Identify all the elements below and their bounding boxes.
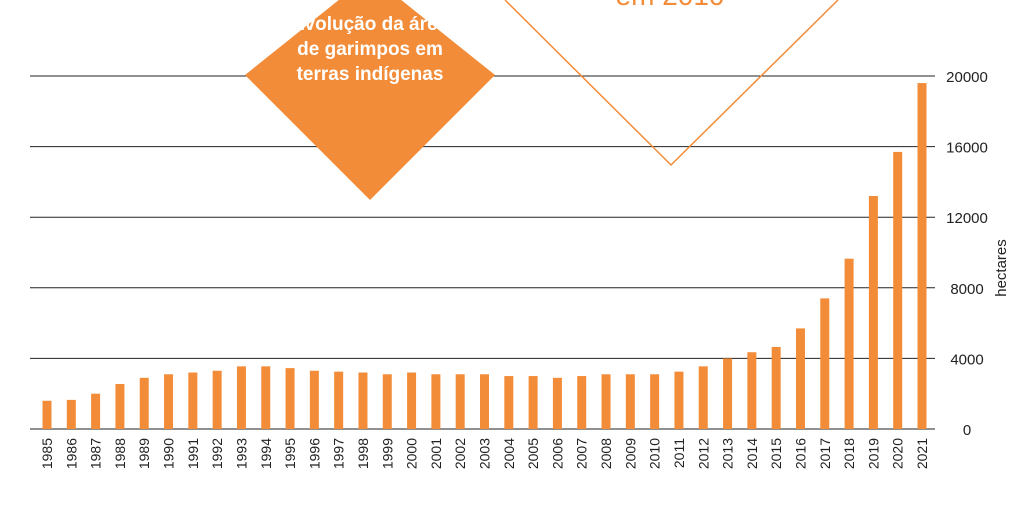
x-tick-label: 1992 [209, 438, 225, 469]
bar [868, 196, 878, 429]
bar [577, 376, 587, 429]
bar [42, 400, 52, 429]
x-tick-label: 1985 [39, 438, 55, 469]
x-tick-label: 1988 [112, 438, 128, 469]
bar [723, 358, 733, 429]
bar [844, 258, 854, 429]
callout-outline [504, 0, 839, 167]
x-tick-label: 2020 [890, 438, 906, 469]
bar [66, 399, 76, 429]
x-tick-label: 2005 [525, 438, 541, 469]
y-tick-label: 4000 [950, 351, 983, 368]
bar [188, 372, 198, 429]
bar [650, 374, 660, 429]
bar [698, 366, 708, 429]
x-tick-label: 1994 [258, 438, 274, 469]
y-tick-label: 0 [963, 422, 971, 439]
x-tick-label: 2016 [792, 438, 808, 469]
x-tick-label: 2003 [477, 438, 493, 469]
x-tick-label: 2019 [865, 438, 881, 469]
bar [601, 374, 611, 429]
bar [407, 372, 417, 429]
callout-shape [504, 0, 839, 167]
x-tick-label: 1990 [161, 438, 177, 469]
bar [334, 371, 344, 429]
x-tick-label: 1999 [379, 438, 395, 469]
x-tick-label: 1997 [331, 438, 347, 469]
bar [552, 377, 562, 429]
x-tick-label: 2001 [428, 438, 444, 469]
bar [139, 377, 149, 429]
x-tick-label: 1989 [136, 438, 152, 469]
x-tick-label: 1996 [306, 438, 322, 469]
x-tick-label: 2011 [671, 438, 687, 468]
bar [309, 370, 319, 429]
y-axis-label: hectares [993, 239, 1010, 297]
bar [236, 366, 246, 429]
bar [91, 393, 101, 429]
bar [115, 383, 125, 429]
x-tick-label: 1993 [233, 438, 249, 469]
x-tick-label: 2010 [647, 438, 663, 469]
x-tick-label: 2014 [744, 438, 760, 469]
x-tick-label: 1995 [282, 438, 298, 469]
bar [747, 352, 757, 429]
bar [164, 374, 174, 429]
bar [431, 374, 441, 429]
bar [820, 298, 830, 429]
x-tick-label: 2002 [452, 438, 468, 469]
x-tick-label: 1986 [63, 438, 79, 469]
bar [382, 374, 392, 429]
x-tick-label: 2013 [720, 438, 736, 469]
x-tick-label: 1987 [88, 438, 104, 469]
bar [480, 374, 489, 429]
title-badge-diamond [245, 0, 495, 200]
bar [917, 83, 927, 429]
title-badge [245, 0, 495, 200]
x-tick-label: 2015 [768, 438, 784, 469]
x-tick-label: 2021 [914, 438, 930, 469]
bar [285, 368, 295, 429]
y-tick-label: 16000 [946, 140, 988, 157]
x-tick-label: 2006 [549, 438, 565, 469]
x-tick-label: 1998 [355, 438, 371, 469]
x-tick-label: 2009 [622, 438, 638, 469]
bar [261, 366, 271, 429]
x-tick-label: 2000 [404, 438, 420, 469]
bar [528, 376, 538, 429]
x-tick-label: 2007 [574, 438, 590, 469]
bar [504, 376, 514, 429]
bar [358, 372, 368, 429]
x-tick-label: 2008 [598, 438, 614, 469]
bar [893, 151, 903, 429]
bar [771, 346, 781, 429]
y-tick-label: 12000 [946, 210, 988, 227]
chart-title: Evolução da área de garimpos em terras i… [291, 14, 449, 85]
bars [42, 83, 927, 429]
x-axis-ticks: 1985 1986 1987 1988 1989 1990 1991 1992 1993 1994… [39, 438, 930, 469]
callout-text: em 2010 [560, 0, 780, 12]
bar [212, 370, 222, 429]
bar [455, 374, 465, 429]
bar [674, 371, 684, 429]
y-axis-ticks: 0 4000 8000 12000 16000 20000 [946, 69, 988, 439]
x-tick-label: 2004 [501, 438, 517, 469]
x-tick-label: 2018 [841, 438, 857, 469]
bar [795, 328, 805, 429]
y-tick-label: 20000 [946, 69, 988, 86]
x-tick-label: 2012 [695, 438, 711, 469]
x-tick-label: 1991 [185, 438, 201, 469]
y-tick-label: 8000 [950, 281, 983, 298]
bar [625, 374, 635, 429]
x-tick-label: 2017 [817, 438, 833, 469]
